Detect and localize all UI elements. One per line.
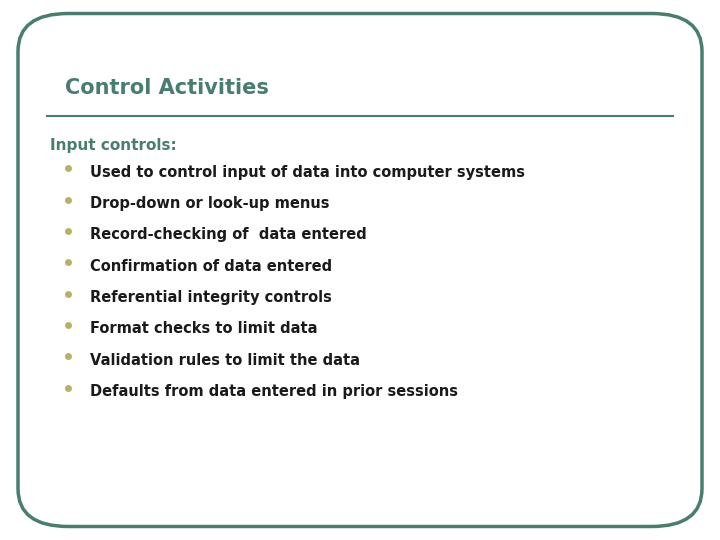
Text: Defaults from data entered in prior sessions: Defaults from data entered in prior sess… — [90, 384, 458, 399]
Text: Confirmation of data entered: Confirmation of data entered — [90, 259, 332, 274]
Text: Referential integrity controls: Referential integrity controls — [90, 290, 332, 305]
Text: Drop-down or look-up menus: Drop-down or look-up menus — [90, 196, 330, 211]
Text: Record-checking of  data entered: Record-checking of data entered — [90, 227, 366, 242]
Text: Input controls:: Input controls: — [50, 138, 177, 153]
Text: Control Activities: Control Activities — [65, 78, 269, 98]
FancyBboxPatch shape — [18, 14, 702, 526]
Text: Validation rules to limit the data: Validation rules to limit the data — [90, 353, 360, 368]
Text: Format checks to limit data: Format checks to limit data — [90, 321, 318, 336]
Text: Used to control input of data into computer systems: Used to control input of data into compu… — [90, 165, 525, 180]
